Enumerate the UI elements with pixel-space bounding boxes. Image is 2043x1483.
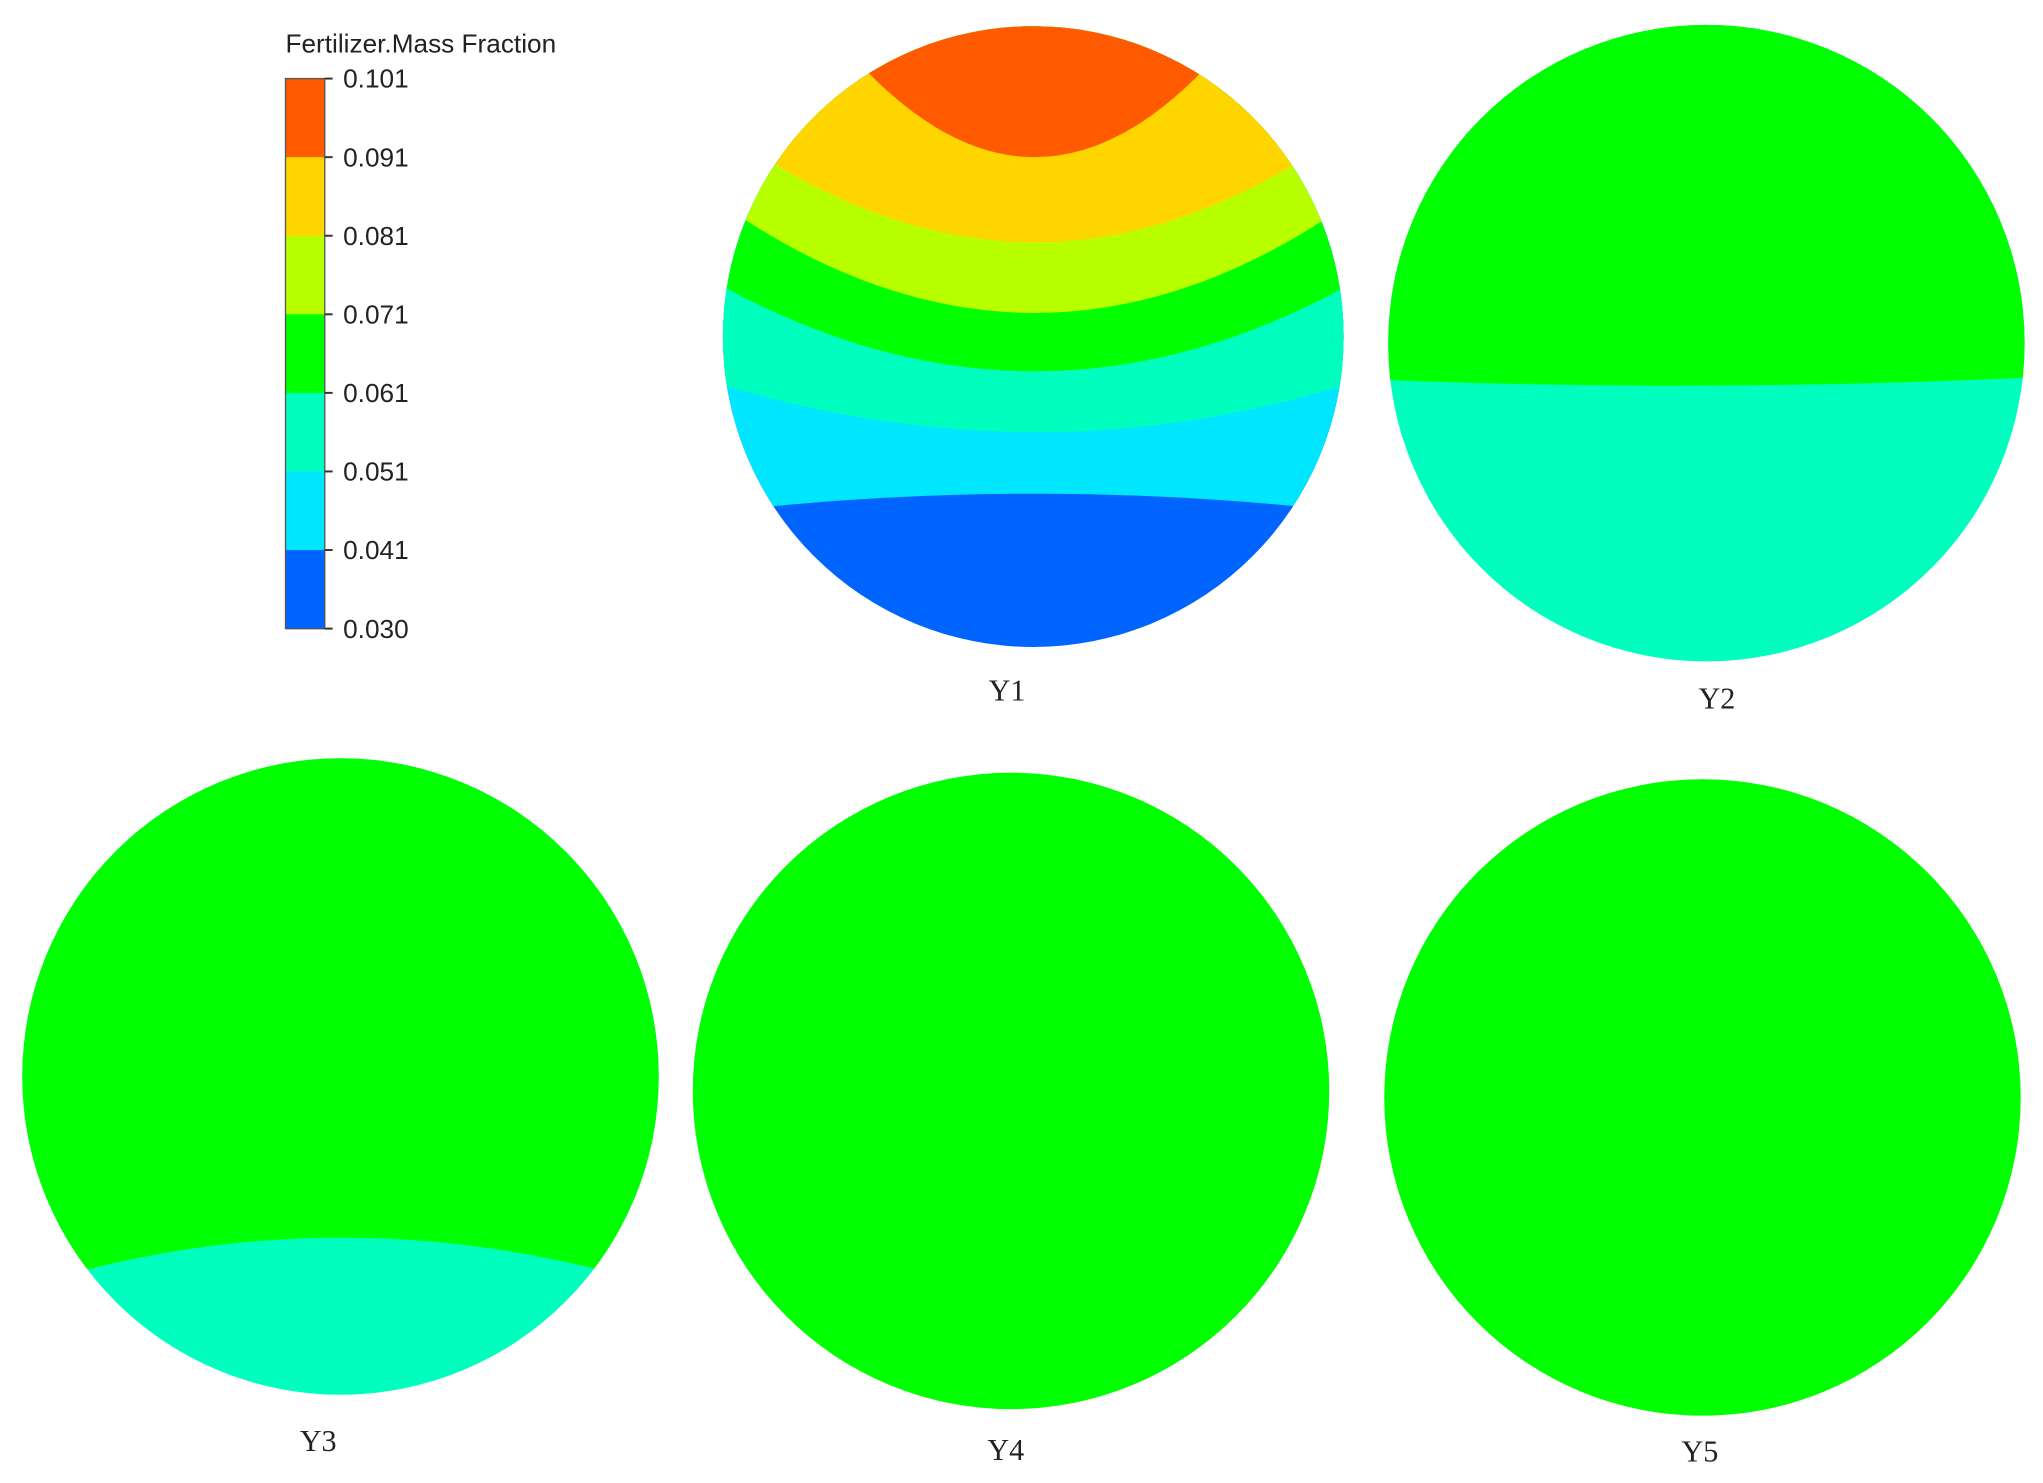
colorbar-segment [285, 78, 325, 158]
colorbar-segment [285, 314, 325, 394]
colorbar-tick-label: 0.030 [343, 614, 409, 644]
colorbar-segment [285, 235, 325, 315]
contour-y2 [1388, 24, 2025, 662]
colorbar-tick-label: 0.081 [343, 221, 409, 251]
contour-y3 [22, 758, 659, 1395]
colorbar-tick-label: 0.061 [343, 378, 409, 408]
panel-label: Y5 [1681, 1435, 1718, 1469]
legend-title: Fertilizer.Mass Fraction [285, 28, 556, 58]
contour-y1 [722, 26, 1344, 647]
colorbar-tick-label: 0.101 [343, 64, 409, 94]
panel-label: Y3 [300, 1424, 337, 1458]
colorbar-segment [285, 392, 325, 473]
panel-label: Y2 [1698, 681, 1735, 715]
colorbar-segment [285, 550, 325, 630]
colorbar-segment [285, 471, 325, 551]
colorbar-tick-label: 0.071 [343, 299, 409, 329]
colorbar-frame [284, 77, 326, 630]
colorbar: 0.101 0.091 0.081 0.071 0.061 0.051 0.041 0.030 [284, 64, 409, 644]
panel-label: Y1 [989, 674, 1026, 708]
contour-y5 [1384, 779, 2021, 1416]
figure-content: Fertilizer.Mass Fraction 0.101 0.091 0.081… [22, 24, 2025, 1469]
colorbar-tick-label: 0.041 [343, 535, 409, 565]
colorbar-segment [285, 157, 325, 237]
colorbar-tick-label: 0.051 [343, 457, 409, 487]
contour-y4 [692, 772, 1330, 1410]
panel-label: Y4 [987, 1433, 1024, 1467]
colorbar-tick-label: 0.091 [343, 142, 409, 172]
